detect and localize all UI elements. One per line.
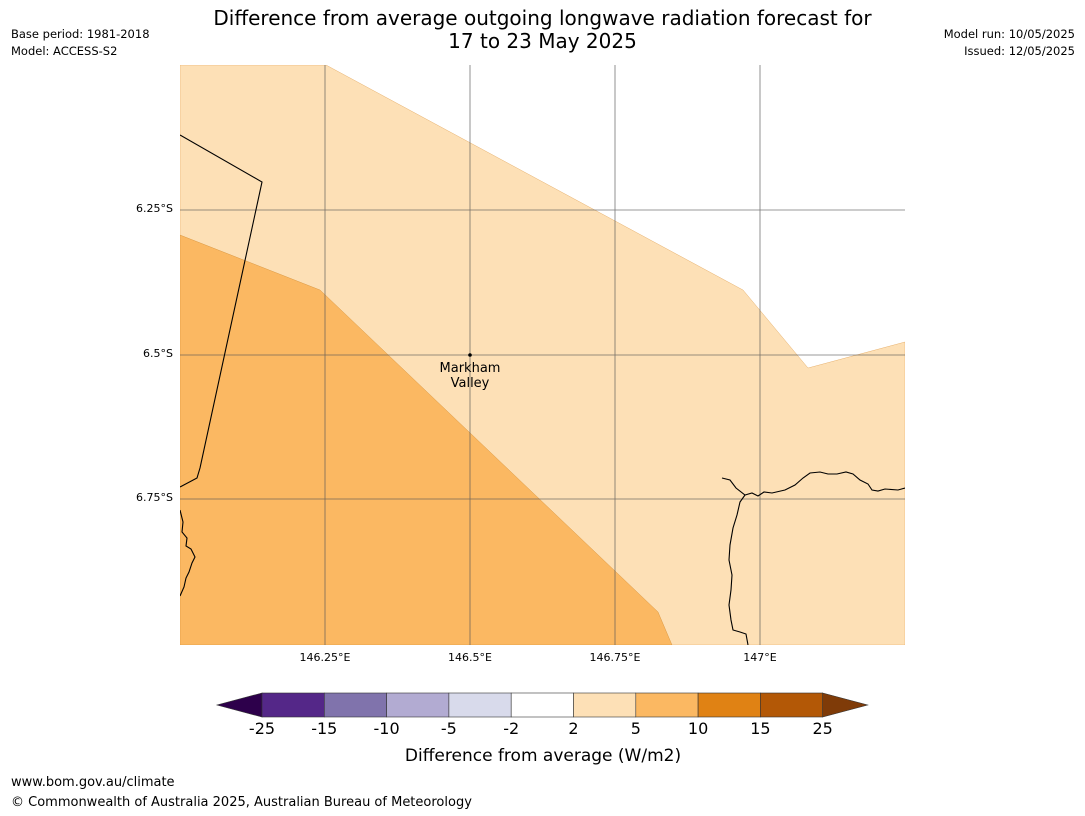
river-line (728, 494, 749, 645)
place-name-line-1: Markham (439, 361, 501, 376)
colorbar-segment (448, 692, 512, 718)
colorbar-segment (760, 692, 824, 718)
issued-text: Issued: 12/05/2025 (964, 44, 1075, 58)
model-text: Model: ACCESS-S2 (11, 44, 118, 58)
colorbar-segment (323, 692, 387, 718)
base-period-text: Base period: 1981-2018 (11, 27, 150, 41)
coastline-east (721, 471, 905, 497)
colorbar-arrow-low (215, 692, 263, 718)
colorbar-segment (573, 692, 637, 718)
colorbar-tick-label: 2 (568, 719, 579, 738)
colorbar-segment (386, 692, 450, 718)
coastline-west (180, 509, 196, 597)
colorbar-arrow-high (822, 692, 869, 718)
lon-tick-label: 147°E (743, 651, 777, 664)
footer-url[interactable]: www.bom.gov.au/climate (11, 775, 175, 790)
anomaly-region-5-10 (180, 234, 673, 645)
colorbar-tick-label: -15 (311, 719, 338, 738)
header-right: Model run: 10/05/2025 Issued: 12/05/2025 (944, 26, 1075, 60)
lat-tick-label: 6.25°S (136, 202, 173, 215)
place-name-line-2: Valley (450, 376, 490, 391)
colorbar (215, 692, 869, 718)
colorbar-segment (697, 692, 761, 718)
lon-tick-label: 146.75°E (589, 651, 641, 664)
colorbar-segment (635, 692, 699, 718)
colorbar-tick-label: -2 (503, 719, 520, 738)
map-title: Difference from average outgoing longwav… (0, 7, 1085, 53)
lon-tick-label: 146.5°E (448, 651, 492, 664)
colorbar-tick-label: 5 (630, 719, 641, 738)
lat-tick-label: 6.5°S (143, 347, 173, 360)
gridlines (180, 65, 905, 645)
place-label: Markham Valley (410, 361, 530, 391)
title-line-1: Difference from average outgoing longwav… (213, 6, 872, 30)
colorbar-tick-label: -10 (373, 719, 400, 738)
lat-tick-label: 6.75°S (136, 491, 173, 504)
colorbar-tick-label: 25 (812, 719, 833, 738)
header-left: Base period: 1981-2018 Model: ACCESS-S2 (11, 26, 150, 60)
colorbar-tick-label: 15 (750, 719, 771, 738)
footer-copyright: © Commonwealth of Australia 2025, Austra… (11, 795, 472, 810)
model-run-text: Model run: 10/05/2025 (943, 27, 1075, 41)
title-line-2: 17 to 23 May 2025 (448, 29, 637, 53)
colorbar-segment (261, 692, 325, 718)
lon-tick-label: 146.25°E (299, 651, 351, 664)
map-area (180, 65, 905, 645)
colorbar-segment (510, 692, 574, 718)
colorbar-tick-label: -5 (440, 719, 457, 738)
colorbar-tick-label: 10 (687, 719, 709, 738)
place-marker (468, 353, 472, 357)
colorbar-tick-label: -25 (248, 719, 276, 738)
colorbar-title: Difference from average (W/m2) (404, 746, 682, 766)
border-line (180, 134, 263, 488)
